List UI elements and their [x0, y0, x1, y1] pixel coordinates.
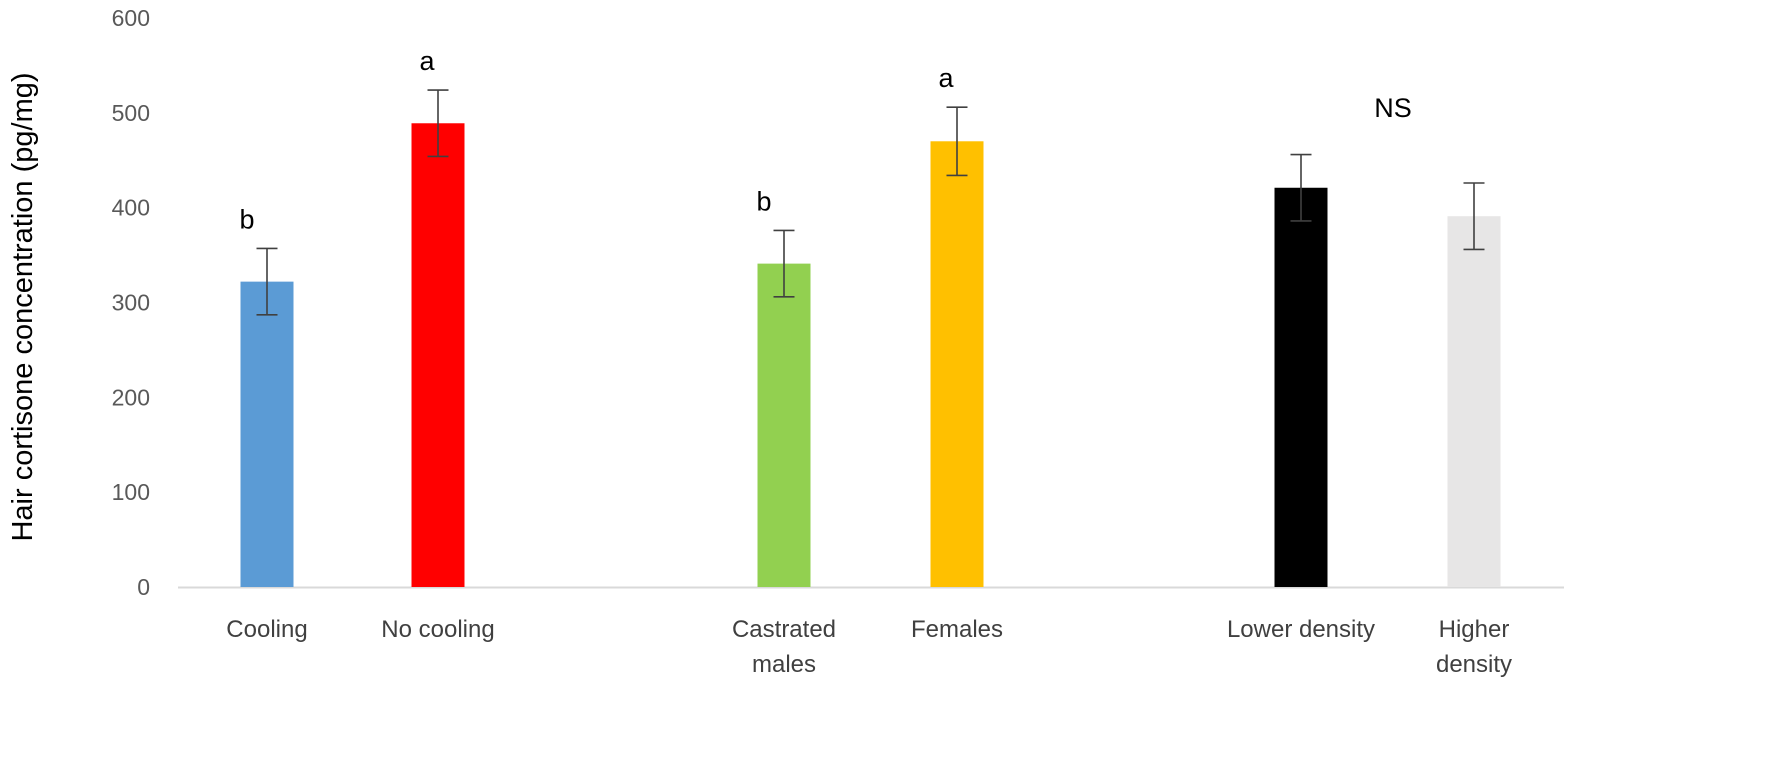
x-category-label: males: [752, 651, 816, 678]
x-category-label: density: [1436, 651, 1512, 678]
error-bar: [256, 247, 278, 316]
bar: [240, 281, 294, 587]
error-bar: [427, 89, 449, 158]
error-bar: [773, 229, 795, 298]
bar: [930, 141, 984, 588]
significance-label: b: [239, 204, 254, 234]
y-tick-label: 400: [112, 195, 150, 221]
y-tick-label: 300: [112, 290, 150, 316]
bar: [1447, 216, 1501, 587]
error-bar: [946, 106, 968, 177]
y-tick-label: 0: [137, 574, 150, 600]
bar: [1274, 187, 1328, 588]
x-category-label: Higher: [1439, 616, 1510, 643]
x-category-label: No cooling: [381, 616, 494, 643]
significance-label: a: [938, 63, 954, 93]
y-tick-label: 100: [112, 479, 150, 505]
y-tick-label: 500: [112, 100, 150, 126]
x-category-label: Females: [911, 616, 1003, 643]
significance-label: NS: [1374, 93, 1412, 123]
y-tick-label: 200: [112, 384, 150, 410]
y-tick-label: 600: [112, 5, 150, 31]
error-bar: [1463, 182, 1485, 251]
significance-label: b: [756, 186, 771, 216]
x-category-label: Castrated: [732, 616, 836, 643]
bar: [757, 263, 811, 587]
x-category-label: Lower density: [1227, 616, 1375, 643]
y-axis-title: Hair cortisone concentration (pg/mg): [7, 72, 39, 541]
x-category-label: Cooling: [226, 616, 307, 643]
y-axis-title-group: Hair cortisone concentration (pg/mg): [7, 72, 39, 541]
significance-label: a: [419, 46, 435, 76]
bar: [411, 123, 465, 587]
error-bar: [1290, 153, 1312, 222]
